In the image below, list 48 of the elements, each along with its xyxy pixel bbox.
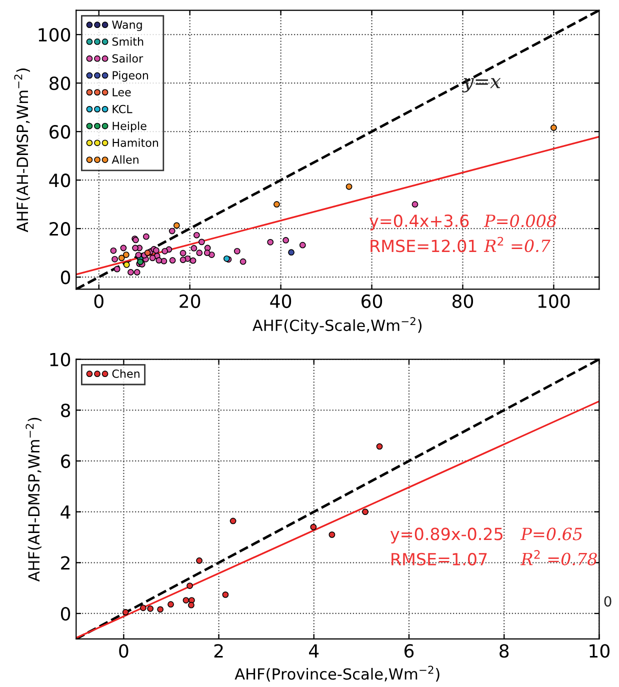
legend-label: Allen — [112, 155, 138, 164]
x-tick-label: 20 — [180, 294, 200, 308]
x-tick-label: 100 — [538, 294, 570, 308]
x-tick-label: 10 — [590, 644, 610, 658]
annotation: RMSE=12.01 — [370, 240, 476, 252]
annotation: R$^{2}$ =0.78 — [520, 550, 597, 566]
annotation: P=0.008 — [484, 214, 556, 228]
y-tick-label: 2 — [61, 556, 70, 570]
y-tick-label: 10 — [50, 352, 70, 366]
x-tick-label: 0 — [94, 294, 104, 308]
x-tick-label: 40 — [270, 294, 292, 308]
y-tick-label: 100 — [38, 28, 70, 42]
y-tick-label: 0 — [60, 270, 70, 284]
annotation: R$^{2}$ =0.7 — [484, 236, 550, 252]
legend-label: Sailor — [112, 54, 144, 63]
y-axis-title: AHF(AH-DMSP,Wm$^{−2}$) — [26, 418, 42, 582]
y-tick-label: 0 — [60, 606, 70, 621]
y-tick-label: 40 — [49, 174, 70, 188]
x-tick-label: 2 — [214, 644, 223, 658]
annotation: y=0.89x-0.25 — [390, 528, 502, 544]
y-tick-label: 20 — [50, 222, 70, 236]
annotation: P=0.65 — [520, 528, 582, 540]
x-tick-label: 0 — [119, 644, 128, 658]
annotation: y=0.4x+3.6 — [370, 214, 469, 230]
x-tick-label: 8 — [500, 644, 509, 658]
legend-label: Pigeon — [112, 70, 148, 82]
x-tick-label: 60 — [362, 294, 382, 308]
x-tick-label: 80 — [452, 294, 474, 308]
annotation: y=x — [462, 78, 501, 92]
x-tick-label: 6 — [404, 644, 414, 658]
legend-label: Heiple — [112, 121, 146, 132]
text: 0 — [604, 596, 612, 607]
legend-label: Wang — [112, 20, 142, 32]
legend-label: Lee — [112, 88, 131, 96]
y-tick-label: 6 — [61, 454, 70, 468]
x-axis-title: AHF(City-Scale,Wm$^{−2}$) — [252, 317, 422, 334]
annotation: RMSE=1.07 — [392, 552, 487, 566]
legend-label: Chen — [112, 369, 140, 378]
x-tick-label: 4 — [309, 644, 319, 658]
y-tick-label: 80 — [50, 76, 70, 90]
y-tick-label: 8 — [61, 404, 70, 418]
x-axis-title: AHF(Province-Scale,Wm$^{−2}$) — [234, 666, 440, 682]
y-axis-title: AHF(AH-DMSP,Wm$^{−2}$) — [14, 68, 30, 232]
legend-label: Hamiton — [112, 138, 158, 147]
legend-label: Smith — [112, 37, 144, 46]
y-tick-label: 60 — [50, 125, 70, 139]
y-tick-label: 4 — [60, 506, 70, 519]
legend-label: KCL — [112, 104, 132, 114]
